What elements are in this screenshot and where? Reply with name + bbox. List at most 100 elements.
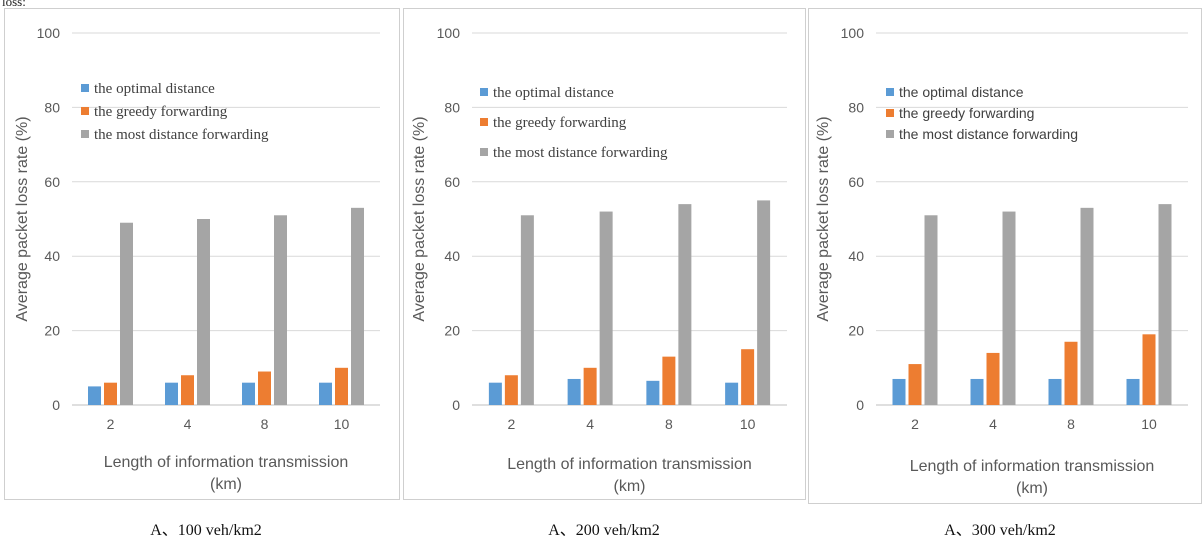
legend-swatch-greedy — [81, 107, 89, 115]
y-tick-label: 80 — [848, 99, 864, 115]
x-axis-label: Length of information transmission — [507, 456, 752, 473]
bar-greedy-2 — [504, 375, 518, 405]
bar-optimal-10 — [1126, 378, 1140, 405]
bar-greedy-10 — [1142, 334, 1156, 405]
bar-optimal-2 — [892, 378, 906, 405]
y-tick-label: 100 — [841, 25, 865, 41]
x-tick-label: 10 — [1141, 416, 1157, 432]
bar-most-2 — [120, 222, 133, 405]
bar-chart-svg: 0 20 40 60 80 100 2 4 8 10 the optimal distance the… — [815, 25, 1188, 497]
bar-most-10 — [351, 207, 364, 405]
x-tick-label: 4 — [989, 416, 997, 432]
y-tick-label: 20 — [848, 323, 864, 339]
bar-most-10 — [757, 200, 771, 405]
x-tick-label: 2 — [107, 416, 115, 432]
bar-most-8 — [274, 215, 287, 405]
bar-chart-svg: 0 20 40 60 80 100 2 4 8 10 the optimal distance the… — [14, 25, 380, 493]
legend-swatch-greedy — [480, 118, 488, 126]
bar-most-2 — [924, 215, 938, 405]
bar-greedy-4 — [181, 375, 194, 405]
x-tick-label: 8 — [665, 416, 673, 432]
caption-300: A、300 veh/km2 — [944, 522, 1056, 539]
bar-greedy-4 — [583, 367, 597, 405]
legend-label-greedy: the greedy forwarding — [94, 104, 228, 120]
y-tick-label: 100 — [437, 25, 461, 41]
y-tick-label: 100 — [37, 25, 61, 41]
bar-greedy-8 — [662, 356, 676, 405]
chart-panel-100: 0 20 40 60 80 100 2 4 8 10 the optimal distance the… — [4, 8, 400, 500]
bar-optimal-8 — [646, 380, 660, 405]
x-tick-label: 2 — [911, 416, 919, 432]
bar-most-2 — [520, 215, 534, 405]
x-tick-label: 4 — [184, 416, 192, 432]
bar-chart-svg: 0 20 40 60 80 100 2 4 8 10 the optimal distance the… — [411, 25, 787, 495]
x-tick-label: 10 — [334, 416, 350, 432]
y-tick-label: 80 — [44, 99, 60, 115]
y-tick-label: 60 — [848, 174, 864, 190]
bar-most-4 — [197, 219, 210, 405]
legend-swatch-optimal — [480, 88, 488, 96]
legend-label-most: the most distance forwarding — [94, 127, 269, 143]
y-tick-label: 20 — [44, 323, 60, 339]
bar-optimal-10 — [725, 382, 739, 405]
y-tick-label: 60 — [444, 174, 460, 190]
legend-swatch-most — [480, 148, 488, 156]
x-tick-label: 8 — [261, 416, 269, 432]
bar-greedy-4 — [986, 352, 1000, 405]
x-tick-label: 8 — [1067, 416, 1075, 432]
legend-swatch-most — [81, 130, 89, 138]
bar-optimal-4 — [567, 378, 581, 405]
legend-label-greedy: the greedy forwarding — [899, 105, 1034, 121]
legend-label-most: the most distance forwarding — [493, 145, 668, 161]
y-axis-label: Average packet loss rate (%) — [14, 116, 31, 321]
bar-most-4 — [599, 211, 613, 405]
bar-optimal-8 — [242, 382, 255, 405]
legend-label-optimal: the optimal distance — [94, 81, 215, 97]
caption-200: A、200 veh/km2 — [548, 522, 660, 539]
x-tick-label: 10 — [740, 416, 756, 432]
legend-swatch-optimal — [81, 84, 89, 92]
legend-swatch-optimal — [886, 88, 894, 96]
legend-label-optimal: the optimal distance — [493, 85, 614, 101]
bar-greedy-2 — [908, 364, 922, 405]
legend-label-greedy: the greedy forwarding — [493, 115, 627, 131]
top-cropped-text: loss: — [2, 0, 26, 9]
bar-optimal-4 — [970, 378, 984, 405]
y-axis-label: Average packet loss rate (%) — [815, 116, 832, 321]
chart-panel-300: 0 20 40 60 80 100 2 4 8 10 the optimal distance the… — [808, 8, 1202, 504]
y-tick-label: 60 — [44, 174, 60, 190]
bar-greedy-10 — [741, 349, 755, 405]
y-tick-label: 0 — [52, 397, 60, 413]
y-tick-label: 40 — [848, 248, 864, 264]
bar-most-8 — [1080, 207, 1094, 405]
bar-optimal-2 — [88, 386, 101, 405]
bar-greedy-10 — [335, 367, 348, 405]
bar-greedy-8 — [1064, 341, 1078, 405]
legend-swatch-most — [886, 130, 894, 138]
bar-greedy-8 — [258, 371, 271, 405]
y-tick-label: 40 — [444, 248, 460, 264]
bar-most-10 — [1158, 204, 1172, 405]
y-tick-label: 0 — [856, 397, 864, 413]
y-axis-label: Average packet loss rate (%) — [411, 116, 428, 321]
x-axis-label: Length of information transmission — [910, 458, 1155, 475]
y-tick-label: 0 — [452, 397, 460, 413]
x-tick-label: 4 — [586, 416, 594, 432]
y-tick-label: 40 — [44, 248, 60, 264]
y-tick-label: 20 — [444, 323, 460, 339]
bar-optimal-8 — [1048, 378, 1062, 405]
legend-label-optimal: the optimal distance — [899, 84, 1024, 100]
bar-optimal-2 — [488, 382, 502, 405]
bar-most-4 — [1002, 211, 1016, 405]
bar-optimal-10 — [319, 382, 332, 405]
x-axis-label: Length of information transmission — [104, 454, 349, 471]
x-tick-label: 2 — [507, 416, 515, 432]
bar-optimal-4 — [165, 382, 178, 405]
caption-100: A、100 veh/km2 — [150, 522, 262, 539]
legend-swatch-greedy — [886, 109, 894, 117]
legend-label-most: the most distance forwarding — [899, 126, 1078, 142]
x-axis-label-unit: (km) — [210, 476, 242, 493]
bar-greedy-2 — [104, 382, 117, 405]
x-axis-label-unit: (km) — [614, 478, 646, 495]
bar-most-8 — [678, 204, 692, 405]
